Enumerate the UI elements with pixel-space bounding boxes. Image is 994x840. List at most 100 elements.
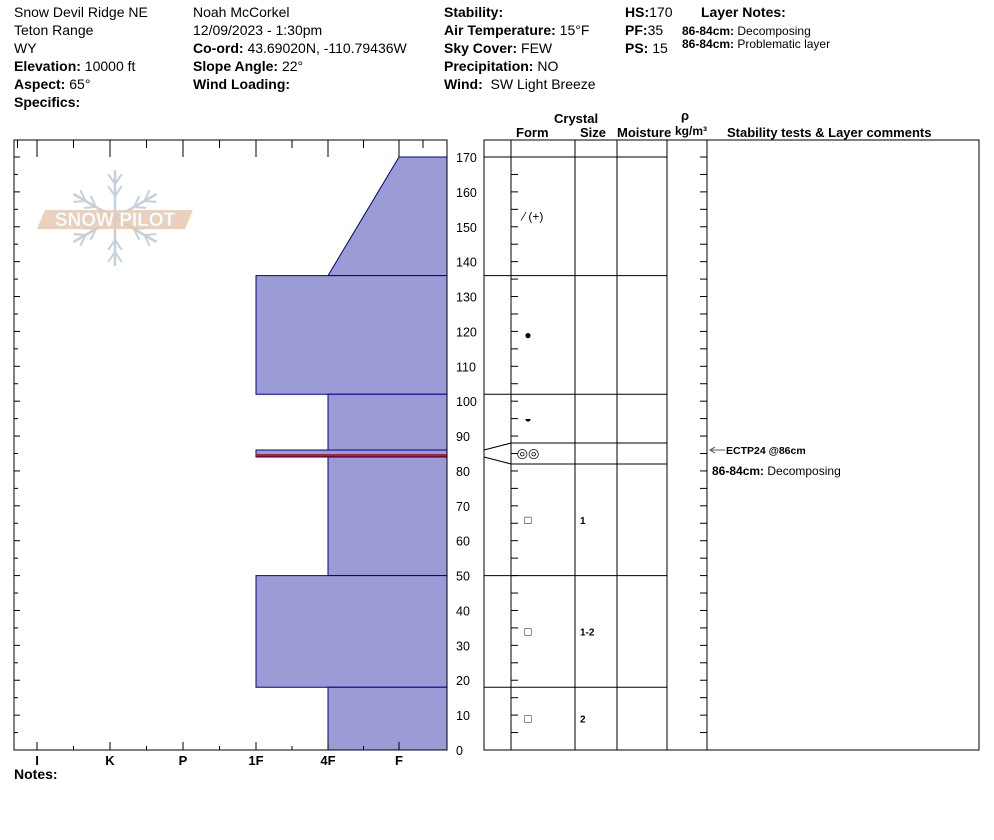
depth-label: 170: [456, 151, 477, 165]
hardness-layer-4: [327, 456, 448, 577]
hardness-layer-6: [327, 686, 448, 751]
layer-note: 86-84cm: Decomposing: [682, 24, 811, 38]
notes-label: Notes:: [14, 766, 58, 782]
form-header: Form: [516, 125, 549, 140]
coord-label: Co-ord:: [193, 40, 244, 56]
slope-value: 22°: [281, 58, 304, 74]
hs-value: 170: [649, 4, 673, 20]
depth-label: 80: [456, 465, 470, 479]
precip-label: Precipitation:: [444, 58, 534, 74]
hardness-label: F: [395, 753, 403, 768]
state: WY: [14, 40, 37, 56]
size-header: Size: [580, 125, 607, 140]
stability-test-result: ECTP24 @86cm: [726, 445, 806, 457]
location: Snow Devil Ridge NE: [14, 4, 148, 20]
elevation-label: Elevation:: [14, 58, 81, 74]
hs-label: HS:: [625, 4, 650, 20]
layer-boundary: [483, 456, 667, 465]
layer-table-frame: [483, 139, 980, 751]
pf: PF:35: [625, 21, 663, 39]
sky-cover: Sky Cover: FEW: [444, 39, 552, 57]
crystal-header: Crystal: [554, 111, 599, 126]
wind-value: SW Light Breeze: [490, 76, 596, 92]
depth-label: 70: [456, 500, 470, 514]
ps-label: PS:: [625, 40, 649, 56]
depth-label: 10: [456, 709, 470, 723]
sky-label: Sky Cover:: [444, 40, 518, 56]
grain-form-symbol: □: [524, 624, 531, 638]
depth-label: 110: [456, 360, 476, 374]
aspect: Aspect: 65°: [14, 75, 90, 93]
layer-note-text: Problematic layer: [737, 37, 831, 51]
depth-label: 60: [456, 535, 470, 549]
wind: Wind: SW Light Breeze: [444, 75, 596, 93]
hardness-label: I: [35, 753, 39, 768]
slope: Slope Angle: 22°: [193, 57, 303, 75]
observer: Noah McCorkel: [193, 4, 290, 20]
coord-value: 43.69020N, -110.79436W: [247, 40, 407, 56]
precip-value: NO: [537, 58, 559, 74]
aspect-label: Aspect:: [14, 76, 66, 92]
elevation-value: 10000 ft: [84, 58, 136, 74]
grain-form-symbol: □: [524, 513, 531, 527]
layer-note-text: Decomposing: [737, 24, 811, 38]
depth-label: 160: [456, 186, 477, 200]
sky-value: FEW: [521, 40, 553, 56]
wind-label: Wind:: [444, 76, 483, 92]
slope-label: Slope Angle:: [193, 58, 279, 74]
layer-notes-label: Layer Notes:: [701, 4, 786, 20]
air-temp-label: Air Temperature:: [444, 22, 556, 38]
stability-label: Stability:: [444, 4, 504, 20]
logo-text: SNOW PILOT: [55, 210, 176, 231]
hardness-plot-frame: [13, 139, 448, 751]
layer-comment: 86-84cm: Decomposing: [712, 464, 841, 478]
depth-label: 30: [456, 639, 470, 653]
grain-size: 2: [580, 715, 586, 726]
hs: HS:170: [625, 3, 672, 21]
moisture-header: Moisture: [617, 125, 672, 140]
arrowhead-icon: [709, 446, 716, 454]
grain-form-symbol: ⁄ (+): [520, 209, 543, 223]
depth-label: 0: [456, 744, 463, 758]
depth-label: 140: [456, 256, 477, 270]
grain-size: 1: [580, 516, 586, 527]
hardness-label: 4F: [320, 753, 335, 768]
datetime: 12/09/2023 - 1:30pm: [193, 22, 323, 38]
coord: Co-ord: 43.69020N, -110.79436W: [193, 39, 407, 57]
pf-value: 35: [647, 22, 664, 38]
comments-header: Stability tests & Layer comments: [727, 125, 932, 140]
grain-form-symbol: ●: [524, 328, 531, 342]
depth-label: 130: [456, 291, 477, 305]
rho-header: ρ: [681, 108, 690, 123]
hardness-label: 1F: [248, 753, 263, 768]
depth-label: 100: [456, 395, 477, 409]
aspect-value: 65°: [69, 76, 91, 92]
density-header: kg/m³: [675, 124, 708, 138]
depth-label: 120: [456, 325, 477, 339]
hardness-layer-5: [255, 575, 448, 688]
hardness-layer-1: [255, 275, 448, 395]
depth-label: 90: [456, 430, 470, 444]
layer-note-range: 86-84cm:: [682, 24, 735, 38]
layer-note: 86-84cm: Problematic layer: [682, 37, 830, 51]
ps-value: 15: [652, 40, 668, 56]
hardness-layer-2: [327, 393, 448, 451]
elevation: Elevation: 10000 ft: [14, 57, 135, 75]
air-temp-value: 15°F: [559, 22, 590, 38]
layer-boundary: [483, 442, 667, 451]
grain-form-symbol: □: [524, 712, 531, 726]
hardness-label: P: [179, 753, 188, 768]
hardness-layer-0: [327, 156, 448, 277]
layer-note-range: 86-84cm:: [682, 37, 735, 51]
pf-label: PF:: [625, 22, 648, 38]
grain-form-symbol: ◎◎: [517, 446, 540, 461]
depth-label: 150: [456, 221, 477, 235]
air-temp: Air Temperature: 15°F: [444, 21, 589, 39]
depth-label: 20: [456, 674, 470, 688]
grain-size: 1-2: [580, 627, 595, 638]
range: Teton Range: [14, 22, 94, 38]
logo-banner: [37, 210, 193, 229]
ps: PS: 15: [625, 39, 668, 57]
